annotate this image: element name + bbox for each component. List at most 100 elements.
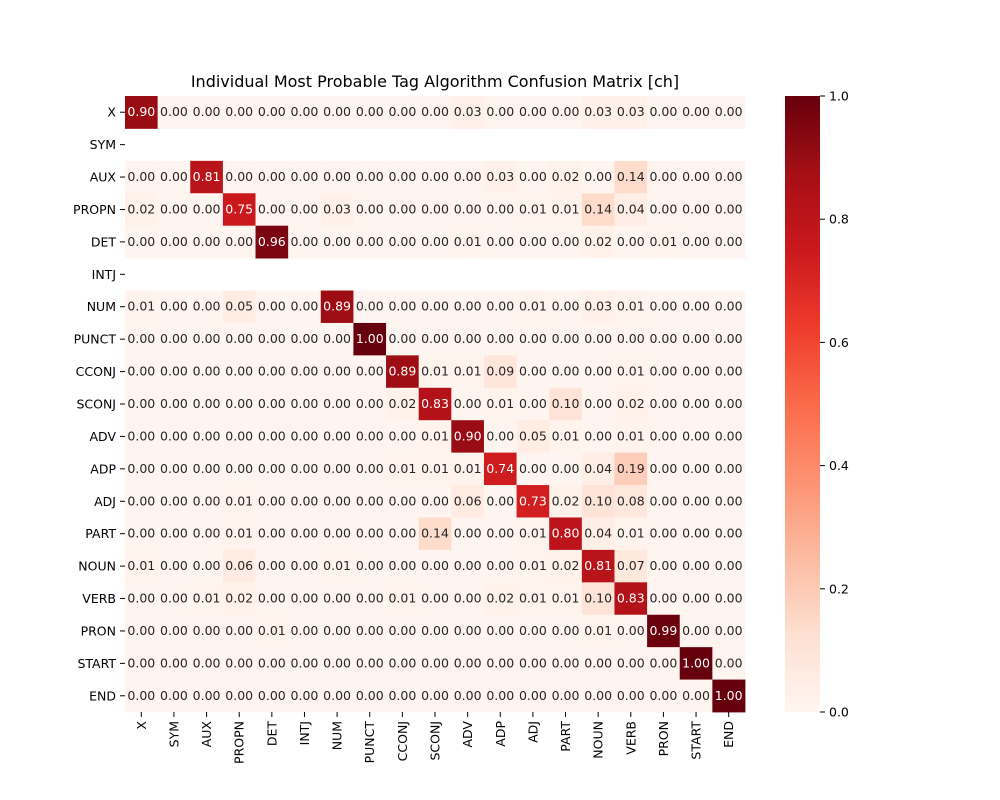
- heatmap-cell: [712, 582, 746, 616]
- cell-value-label: 0.00: [617, 234, 645, 249]
- heatmap-cell: [386, 420, 420, 454]
- cell-value-label: 0.00: [127, 493, 155, 508]
- cell-value-label: 0.00: [649, 591, 677, 606]
- cell-value-label: 0.00: [160, 169, 188, 184]
- cell-value-label: 0.00: [649, 396, 677, 411]
- cell-value-label: 0.00: [584, 364, 612, 379]
- cell-value-label: 0.00: [421, 104, 449, 119]
- cell-value-label: 0.00: [388, 201, 416, 216]
- heatmap-cell: [190, 96, 224, 129]
- cell-value-label: 0.80: [552, 526, 580, 541]
- row-tick-label: X: [107, 105, 116, 120]
- cell-value-label: 0.00: [454, 331, 482, 346]
- heatmap-cell: [353, 614, 387, 648]
- cell-value-label: 0.00: [160, 623, 188, 638]
- cell-value-label: 0.00: [160, 526, 188, 541]
- cell-value-label: 0.00: [682, 526, 710, 541]
- row-tick-label: NOUN: [78, 559, 116, 574]
- heatmap-cell: [288, 452, 322, 486]
- heatmap-cell: [125, 96, 159, 129]
- heatmap-cell: [483, 355, 517, 389]
- heatmap-cell: [125, 452, 159, 486]
- heatmap-cell: [516, 322, 550, 356]
- heatmap-cell: [451, 614, 485, 648]
- cell-value-label: 0.00: [323, 526, 351, 541]
- heatmap-cell: [190, 485, 224, 518]
- cell-value-label: 0.00: [258, 428, 286, 443]
- heatmap-cell: [679, 517, 713, 551]
- heatmap-cell: [549, 290, 583, 324]
- heatmap-cell: [647, 420, 681, 454]
- heatmap-cell: [125, 679, 159, 713]
- cell-value-label: 0.00: [617, 331, 645, 346]
- col-tick-label: ADP: [493, 721, 508, 747]
- cell-value-label: 0.81: [193, 169, 221, 184]
- heatmap-cell: [679, 679, 713, 713]
- row-tick-label: CCONJ: [76, 364, 116, 379]
- cell-value-label: 0.00: [291, 623, 319, 638]
- heatmap-cell: [647, 614, 681, 648]
- cell-value-label: 0.00: [682, 558, 710, 573]
- heatmap-cell: [222, 193, 256, 227]
- cell-value-label: 0.01: [388, 591, 416, 606]
- heatmap-cell: [125, 387, 159, 421]
- heatmap-cell: [516, 160, 550, 194]
- cell-value-label: 0.00: [715, 169, 743, 184]
- heatmap-cell: [418, 517, 452, 551]
- cell-value-label: 0.00: [552, 655, 580, 670]
- heatmap-cell: [255, 290, 289, 324]
- cell-value-label: 0.00: [388, 623, 416, 638]
- heatmap-cell: [451, 96, 485, 129]
- heatmap-cell: [549, 160, 583, 194]
- cell-value-label: 0.00: [127, 688, 155, 703]
- heatmap-cell: [679, 614, 713, 648]
- heatmap-cell: [549, 96, 583, 129]
- cell-value-label: 0.00: [388, 169, 416, 184]
- cell-value-label: 0.00: [323, 169, 351, 184]
- heatmap-cell: [190, 517, 224, 551]
- cell-value-label: 0.00: [519, 331, 547, 346]
- cell-value-label: 0.01: [258, 623, 286, 638]
- cell-value-label: 0.19: [617, 461, 645, 476]
- cell-value-label: 0.02: [584, 234, 612, 249]
- col-tick-label: DET: [264, 721, 279, 747]
- colorbar-tick-label: 1.0: [829, 89, 849, 104]
- cell-value-label: 0.00: [225, 331, 253, 346]
- cell-value-label: 0.00: [258, 526, 286, 541]
- cell-value-label: 0.00: [193, 234, 221, 249]
- cell-value-label: 1.00: [356, 331, 384, 346]
- heatmap-cell: [125, 614, 159, 648]
- heatmap-cell: [222, 485, 256, 518]
- cell-value-label: 0.00: [649, 558, 677, 573]
- cell-value-label: 0.00: [291, 558, 319, 573]
- cell-value-label: 0.99: [649, 623, 677, 638]
- heatmap-cell: [647, 452, 681, 486]
- heatmap-cell: [288, 485, 322, 518]
- cell-value-label: 0.14: [617, 169, 645, 184]
- heatmap-cell: [483, 225, 517, 259]
- cell-value-label: 0.00: [552, 688, 580, 703]
- heatmap-cell: [353, 647, 387, 680]
- cell-value-label: 0.00: [649, 461, 677, 476]
- heatmap-cell: [483, 387, 517, 421]
- cell-value-label: 0.00: [160, 396, 188, 411]
- heatmap-cell: [451, 452, 485, 486]
- heatmap-cell: [614, 322, 648, 356]
- cell-value-label: 0.00: [225, 461, 253, 476]
- heatmap-cell: [516, 96, 550, 129]
- heatmap-cell: [353, 679, 387, 713]
- heatmap-cell: [288, 679, 322, 713]
- cell-value-label: 0.00: [323, 461, 351, 476]
- row-tick-label: PRON: [81, 623, 116, 638]
- heatmap-cell: [418, 647, 452, 680]
- cell-value-label: 0.00: [682, 104, 710, 119]
- cell-value-label: 0.00: [682, 299, 710, 314]
- heatmap-cell: [712, 193, 746, 227]
- cell-value-label: 0.03: [584, 299, 612, 314]
- heatmap-cell: [516, 517, 550, 551]
- heatmap-cell: [418, 96, 452, 129]
- heatmap-cell: [451, 355, 485, 389]
- cell-value-label: 0.00: [715, 104, 743, 119]
- heatmap-cell: [288, 614, 322, 648]
- heatmap-cell: [549, 387, 583, 421]
